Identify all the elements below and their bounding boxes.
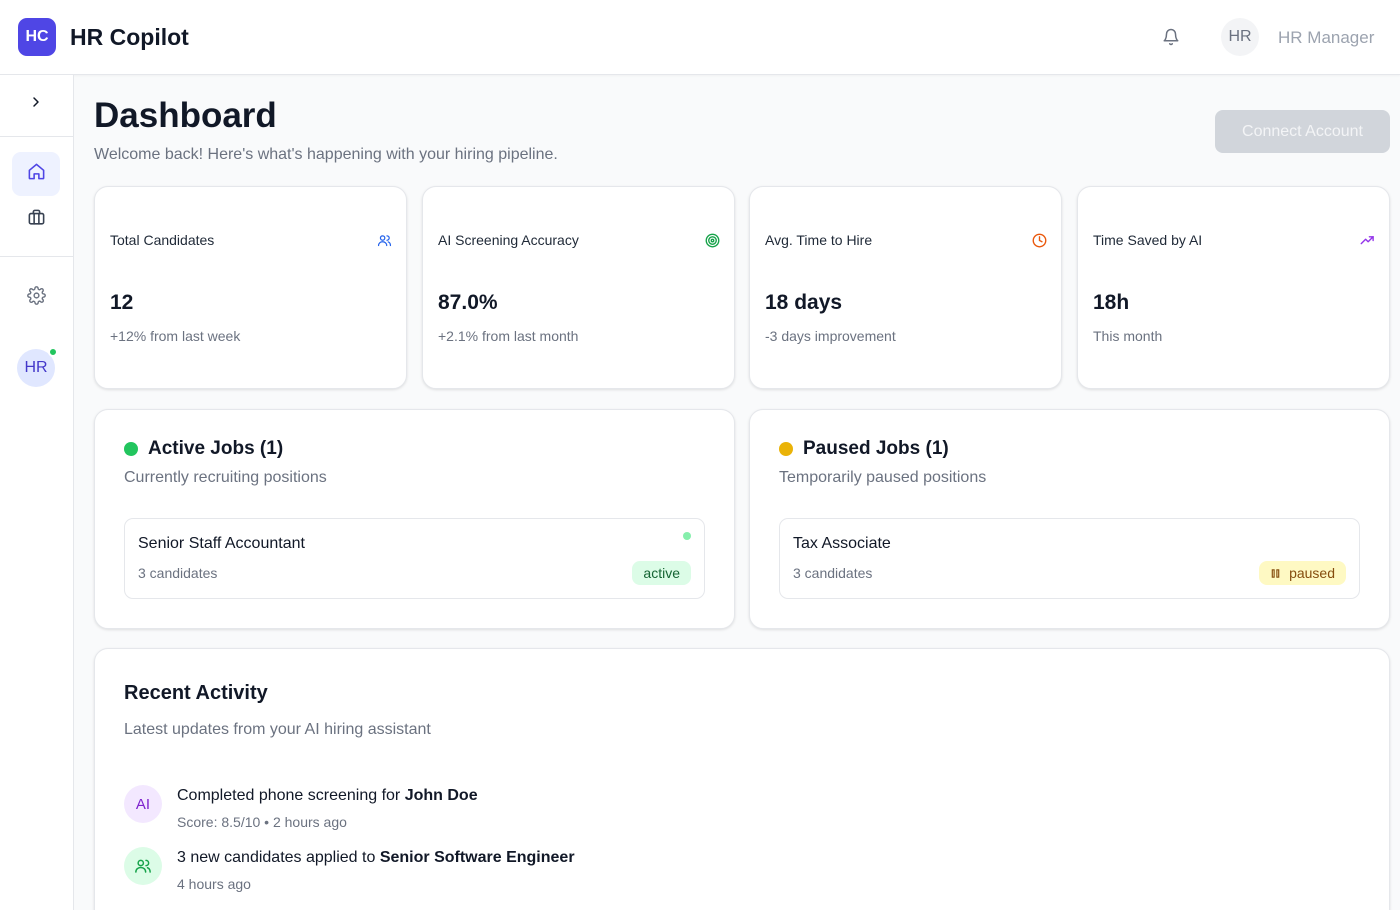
activity-meta: 4 hours ago bbox=[177, 876, 251, 892]
active-jobs-title: Active Jobs (1) bbox=[148, 438, 284, 459]
activity-item: 3 new candidates applied to Senior Softw… bbox=[124, 847, 724, 897]
recent-activity-card: Recent Activity Latest updates from your… bbox=[94, 648, 1390, 910]
users-icon bbox=[124, 847, 162, 885]
status-badge: paused bbox=[1259, 561, 1346, 585]
paused-jobs-card: Paused Jobs (1) Temporarily paused posit… bbox=[749, 409, 1390, 629]
active-jobs-subtitle: Currently recruiting positions bbox=[124, 469, 327, 486]
stat-value: 87.0% bbox=[438, 291, 498, 314]
activity-meta: Score: 8.5/10 • 2 hours ago bbox=[177, 814, 347, 830]
gear-icon bbox=[26, 286, 46, 310]
sidebar-item-jobs[interactable] bbox=[12, 198, 60, 242]
chevron-right-icon bbox=[28, 94, 44, 115]
active-jobs-card: Active Jobs (1) Currently recruiting pos… bbox=[94, 409, 735, 629]
user-name[interactable]: HR Manager bbox=[1278, 28, 1375, 47]
stat-label: Avg. Time to Hire bbox=[765, 232, 873, 248]
sidebar-divider bbox=[0, 256, 73, 257]
trending-up-icon bbox=[1359, 232, 1375, 248]
stat-card-time-to-hire: Avg. Time to Hire 18 days -3 days improv… bbox=[749, 186, 1062, 389]
target-icon bbox=[704, 232, 720, 248]
active-status-dot bbox=[124, 442, 138, 456]
activity-subject: John Doe bbox=[404, 787, 478, 804]
stat-card-total-candidates: Total Candidates 12 +12% from last week bbox=[94, 186, 407, 389]
activity-text-main: 3 new candidates applied to bbox=[177, 849, 376, 866]
recent-activity-title: Recent Activity bbox=[124, 682, 268, 704]
briefcase-icon bbox=[27, 208, 46, 232]
status-badge-label: paused bbox=[1289, 565, 1335, 581]
page-subtitle: Welcome back! Here's what's happening wi… bbox=[94, 146, 558, 163]
stat-change: -3 days improvement bbox=[765, 328, 896, 344]
job-item[interactable]: Senior Staff Accountant 3 candidates act… bbox=[124, 518, 705, 599]
stat-card-time-saved: Time Saved by AI 18h This month bbox=[1077, 186, 1390, 389]
paused-status-dot bbox=[779, 442, 793, 456]
job-candidates-count: 3 candidates bbox=[793, 565, 873, 581]
stat-change: This month bbox=[1093, 328, 1163, 344]
connect-account-button[interactable]: Connect Account bbox=[1215, 110, 1390, 153]
activity-item: AI Completed phone screening for John Do… bbox=[124, 785, 724, 835]
sidebar-toggle-button[interactable] bbox=[12, 82, 60, 126]
stat-card-ai-accuracy: AI Screening Accuracy 87.0% +2.1% from l… bbox=[422, 186, 735, 389]
activity-subject: Senior Software Engineer bbox=[379, 849, 575, 866]
sidebar-item-home[interactable] bbox=[12, 152, 60, 196]
stat-value: 12 bbox=[110, 291, 134, 314]
job-candidates-count: 3 candidates bbox=[138, 565, 218, 581]
stat-label: AI Screening Accuracy bbox=[438, 232, 579, 248]
job-title: Tax Associate bbox=[793, 535, 891, 552]
app-title: HR Copilot bbox=[70, 24, 189, 50]
activity-text-main: Completed phone screening for bbox=[177, 787, 401, 804]
ai-avatar: AI bbox=[124, 785, 162, 823]
sidebar-item-settings[interactable] bbox=[12, 276, 60, 320]
job-item[interactable]: Tax Associate 3 candidates paused bbox=[779, 518, 1360, 599]
paused-jobs-subtitle: Temporarily paused positions bbox=[779, 469, 987, 486]
activity-text: Completed phone screening for John Doe bbox=[177, 787, 478, 805]
status-badge-label: active bbox=[643, 565, 680, 581]
home-icon bbox=[27, 162, 46, 186]
activity-text: 3 new candidates applied to Senior Softw… bbox=[177, 849, 575, 867]
job-status-dot bbox=[683, 532, 691, 540]
stat-change: +2.1% from last month bbox=[438, 328, 579, 344]
sidebar-divider bbox=[0, 136, 73, 137]
clock-icon bbox=[1031, 232, 1047, 248]
stat-value: 18h bbox=[1093, 291, 1130, 314]
top-bar: HC HR Copilot HR HR Manager bbox=[0, 0, 1400, 75]
recent-activity-subtitle: Latest updates from your AI hiring assis… bbox=[124, 721, 431, 738]
stat-label: Time Saved by AI bbox=[1093, 232, 1203, 248]
online-status-dot bbox=[48, 347, 58, 357]
user-avatar[interactable]: HR bbox=[1221, 18, 1259, 56]
stat-label: Total Candidates bbox=[110, 232, 215, 248]
status-badge: active bbox=[632, 561, 691, 585]
sidebar: HR bbox=[0, 75, 74, 910]
app-logo[interactable]: HC bbox=[18, 18, 56, 56]
pause-icon bbox=[1271, 568, 1280, 578]
paused-jobs-title: Paused Jobs (1) bbox=[803, 438, 949, 459]
bell-icon[interactable] bbox=[1159, 25, 1183, 49]
stat-value: 18 days bbox=[765, 291, 843, 314]
job-title: Senior Staff Accountant bbox=[138, 535, 305, 552]
page-title: Dashboard bbox=[94, 96, 277, 135]
stat-change: +12% from last week bbox=[110, 328, 241, 344]
users-icon bbox=[376, 232, 392, 248]
